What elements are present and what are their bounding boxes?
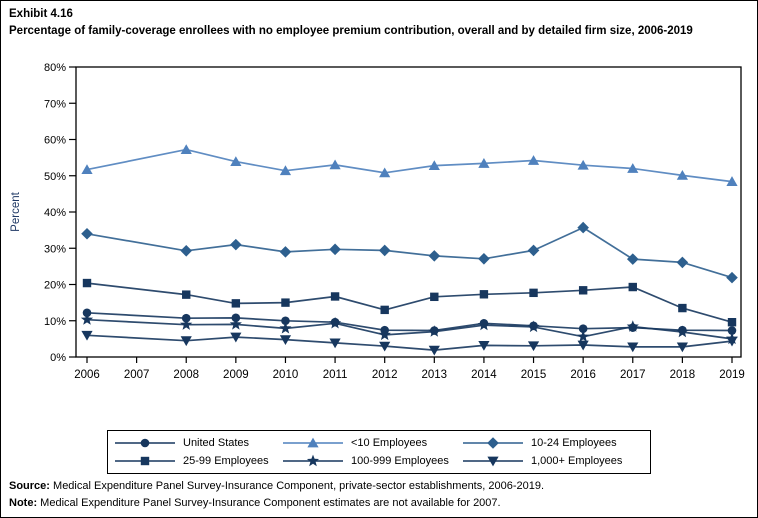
- svg-text:2006: 2006: [74, 369, 100, 381]
- legend-label: <10 Employees: [351, 436, 428, 449]
- source-label: Source:: [9, 480, 50, 492]
- legend-label: United States: [183, 436, 250, 449]
- legend-label: 100-999 Employees: [351, 454, 449, 467]
- svg-text:Percent: Percent: [10, 191, 22, 231]
- svg-text:2011: 2011: [323, 369, 348, 381]
- svg-text:60%: 60%: [44, 135, 66, 147]
- legend-item-100-999-employees: 100-999 Employees: [282, 452, 462, 469]
- svg-text:10%: 10%: [44, 316, 66, 328]
- svg-text:2016: 2016: [570, 369, 596, 381]
- legend-label: 25-99 Employees: [183, 454, 269, 467]
- footer-notes: Source: Medical Expenditure Panel Survey…: [9, 478, 751, 512]
- chart-title: Percentage of family-coverage enrollees …: [9, 25, 693, 37]
- legend-marker-star-icon: [283, 454, 343, 466]
- legend-marker-triangle-down-icon: [463, 456, 523, 466]
- svg-text:2019: 2019: [719, 369, 745, 381]
- svg-text:2015: 2015: [521, 369, 547, 381]
- source-line: Source: Medical Expenditure Panel Survey…: [9, 478, 751, 495]
- svg-text:80%: 80%: [44, 62, 66, 74]
- legend-label: 1,000+ Employees: [531, 454, 623, 467]
- svg-text:0%: 0%: [50, 352, 66, 364]
- svg-text:2013: 2013: [422, 369, 448, 381]
- legend-marker-triangle-up-icon: [283, 437, 343, 447]
- svg-text:70%: 70%: [44, 98, 66, 110]
- note-text: Medical Expenditure Panel Survey-Insuran…: [37, 497, 501, 509]
- svg-text:40%: 40%: [44, 207, 66, 219]
- source-text: Medical Expenditure Panel Survey-Insuran…: [49, 480, 545, 492]
- exhibit-number: Exhibit 4.16: [9, 8, 73, 20]
- legend-item-1000plus-employees: 1,000+ Employees: [462, 452, 640, 469]
- title-block: Exhibit 4.16 Percentage of family-covera…: [9, 6, 754, 40]
- svg-text:20%: 20%: [44, 280, 66, 292]
- legend-marker-square-icon: [115, 456, 175, 465]
- legend-item-25-99-employees: 25-99 Employees: [114, 452, 282, 469]
- svg-text:30%: 30%: [44, 243, 66, 255]
- note-line: Note: Medical Expenditure Panel Survey-I…: [9, 495, 751, 512]
- legend-marker-diamond-icon: [463, 436, 523, 449]
- svg-text:50%: 50%: [44, 171, 66, 183]
- svg-text:2018: 2018: [670, 369, 696, 381]
- legend-item-united-states: United States: [114, 434, 282, 451]
- legend-label: 10-24 Employees: [531, 436, 617, 449]
- svg-text:2010: 2010: [273, 369, 299, 381]
- svg-text:2014: 2014: [471, 369, 497, 381]
- svg-text:2009: 2009: [223, 369, 249, 381]
- svg-text:2012: 2012: [372, 369, 398, 381]
- chart-legend: United States <10 Employees 10-24 Employ…: [107, 430, 651, 474]
- legend-item-10-24-employees: 10-24 Employees: [462, 434, 640, 451]
- svg-text:2007: 2007: [124, 369, 150, 381]
- note-label: Note:: [9, 497, 38, 509]
- legend-item-lt10-employees: <10 Employees: [282, 434, 462, 451]
- legend-marker-circle-icon: [115, 438, 175, 447]
- svg-text:2008: 2008: [173, 369, 199, 381]
- svg-text:2017: 2017: [620, 369, 646, 381]
- line-chart: 0% 10% 20% 30% 40% 50% 60% 70% 80% Percent 2006 200…: [10, 62, 745, 381]
